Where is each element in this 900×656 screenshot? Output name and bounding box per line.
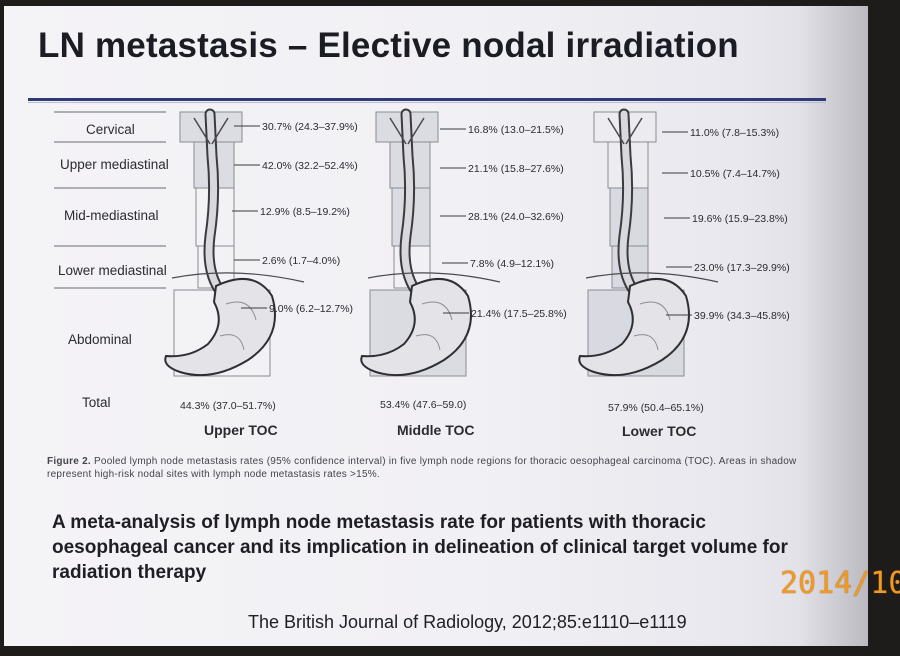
figure-caption: Figure 2. Pooled lymph node metastasis r… bbox=[47, 455, 837, 481]
stomach-outline bbox=[360, 278, 472, 377]
rate-label: 28.1% (24.0–32.6%) bbox=[468, 211, 564, 223]
group-name-label: Upper TOC bbox=[204, 422, 278, 438]
region-dividers bbox=[54, 111, 166, 289]
toc-group: 11.0% (7.8–15.3%) 10.5% (7.4–14.7%) 19.6% … bbox=[578, 108, 790, 377]
presentation-slide: LN metastasis – Elective nodal irradiati… bbox=[4, 6, 868, 646]
group-name-label: Lower TOC bbox=[622, 423, 696, 439]
rate-label: 39.9% (34.3–45.8%) bbox=[694, 310, 790, 322]
rate-label: 10.5% (7.4–14.7%) bbox=[690, 168, 780, 180]
rate-label: 21.4% (17.5–25.8%) bbox=[471, 308, 567, 320]
caption-text: Pooled lymph node metastasis rates (95% … bbox=[47, 456, 797, 480]
stomach-rugae bbox=[633, 301, 671, 351]
region-labels: Cervical Upper mediastinal Mid-mediastinal… bbox=[58, 122, 169, 410]
region-label: Abdominal bbox=[68, 332, 132, 347]
rate-label: 42.0% (32.2–52.4%) bbox=[262, 160, 358, 172]
title-underline bbox=[28, 98, 826, 101]
caption-prefix: Figure 2. bbox=[47, 456, 91, 467]
rate-label: 9.0% (6.2–12.7%) bbox=[269, 303, 353, 315]
rate-label: 2.6% (1.7–4.0%) bbox=[262, 255, 340, 267]
rate-label: 7.8% (4.9–12.1%) bbox=[470, 258, 554, 270]
region-label: Upper mediastinal bbox=[60, 157, 169, 172]
region-label: Cervical bbox=[86, 122, 135, 137]
total-row-label: Total bbox=[82, 395, 111, 410]
airway-lines bbox=[193, 117, 229, 145]
rate-label: 11.0% (7.8–15.3%) bbox=[690, 127, 779, 139]
stomach-outline bbox=[578, 278, 690, 377]
stomach-rugae bbox=[219, 301, 257, 351]
group-total-rate: 57.9% (50.4–65.1%) bbox=[608, 402, 704, 414]
airway-lines bbox=[607, 117, 643, 145]
toc-group: 16.8% (13.0–21.5%) 21.1% (15.8–27.6%) 28.1… bbox=[360, 108, 567, 377]
region-label: Mid-mediastinal bbox=[64, 208, 159, 223]
group-total-rate: 53.4% (47.6–59.0) bbox=[380, 399, 466, 411]
toc-groups: 30.7% (24.3–37.9%) 42.0% (32.2–52.4%) 12.9… bbox=[164, 108, 790, 377]
group-total-rate: 44.3% (37.0–51.7%) bbox=[180, 400, 276, 412]
region-label: Lower mediastinal bbox=[58, 263, 167, 278]
total-rates: 44.3% (37.0–51.7%) Upper TOC 53.4% (47.6–5… bbox=[180, 399, 704, 439]
reference-title: A meta-analysis of lymph node metastasis… bbox=[52, 512, 788, 583]
rate-label: 30.7% (24.3–37.9%) bbox=[262, 121, 358, 133]
rate-label: 12.9% (8.5–19.2%) bbox=[260, 206, 350, 218]
photo-datestamp: 2014/10 bbox=[780, 566, 900, 601]
rate-label: 21.1% (15.8–27.6%) bbox=[468, 163, 564, 175]
lymph-node-figure: Cervical Upper mediastinal Mid-mediastinal… bbox=[54, 108, 790, 439]
reference-journal: The British Journal of Radiology, 2012;8… bbox=[248, 612, 687, 632]
rate-label: 23.0% (17.3–29.9%) bbox=[694, 262, 790, 274]
group-name-label: Middle TOC bbox=[397, 422, 475, 438]
stomach-rugae bbox=[415, 301, 453, 351]
diaphragm-line bbox=[171, 272, 305, 283]
rate-label: 19.6% (15.9–23.8%) bbox=[692, 213, 788, 225]
stomach-outline bbox=[164, 278, 276, 377]
toc-group: 30.7% (24.3–37.9%) 42.0% (32.2–52.4%) 12.9… bbox=[164, 108, 358, 377]
diaphragm-line bbox=[585, 272, 719, 283]
diaphragm-line bbox=[367, 272, 501, 283]
airway-lines bbox=[389, 117, 425, 145]
slide-title: LN metastasis – Elective nodal irradiati… bbox=[38, 26, 739, 65]
rate-label: 16.8% (13.0–21.5%) bbox=[468, 124, 564, 136]
title-underline-shadow bbox=[28, 102, 826, 103]
